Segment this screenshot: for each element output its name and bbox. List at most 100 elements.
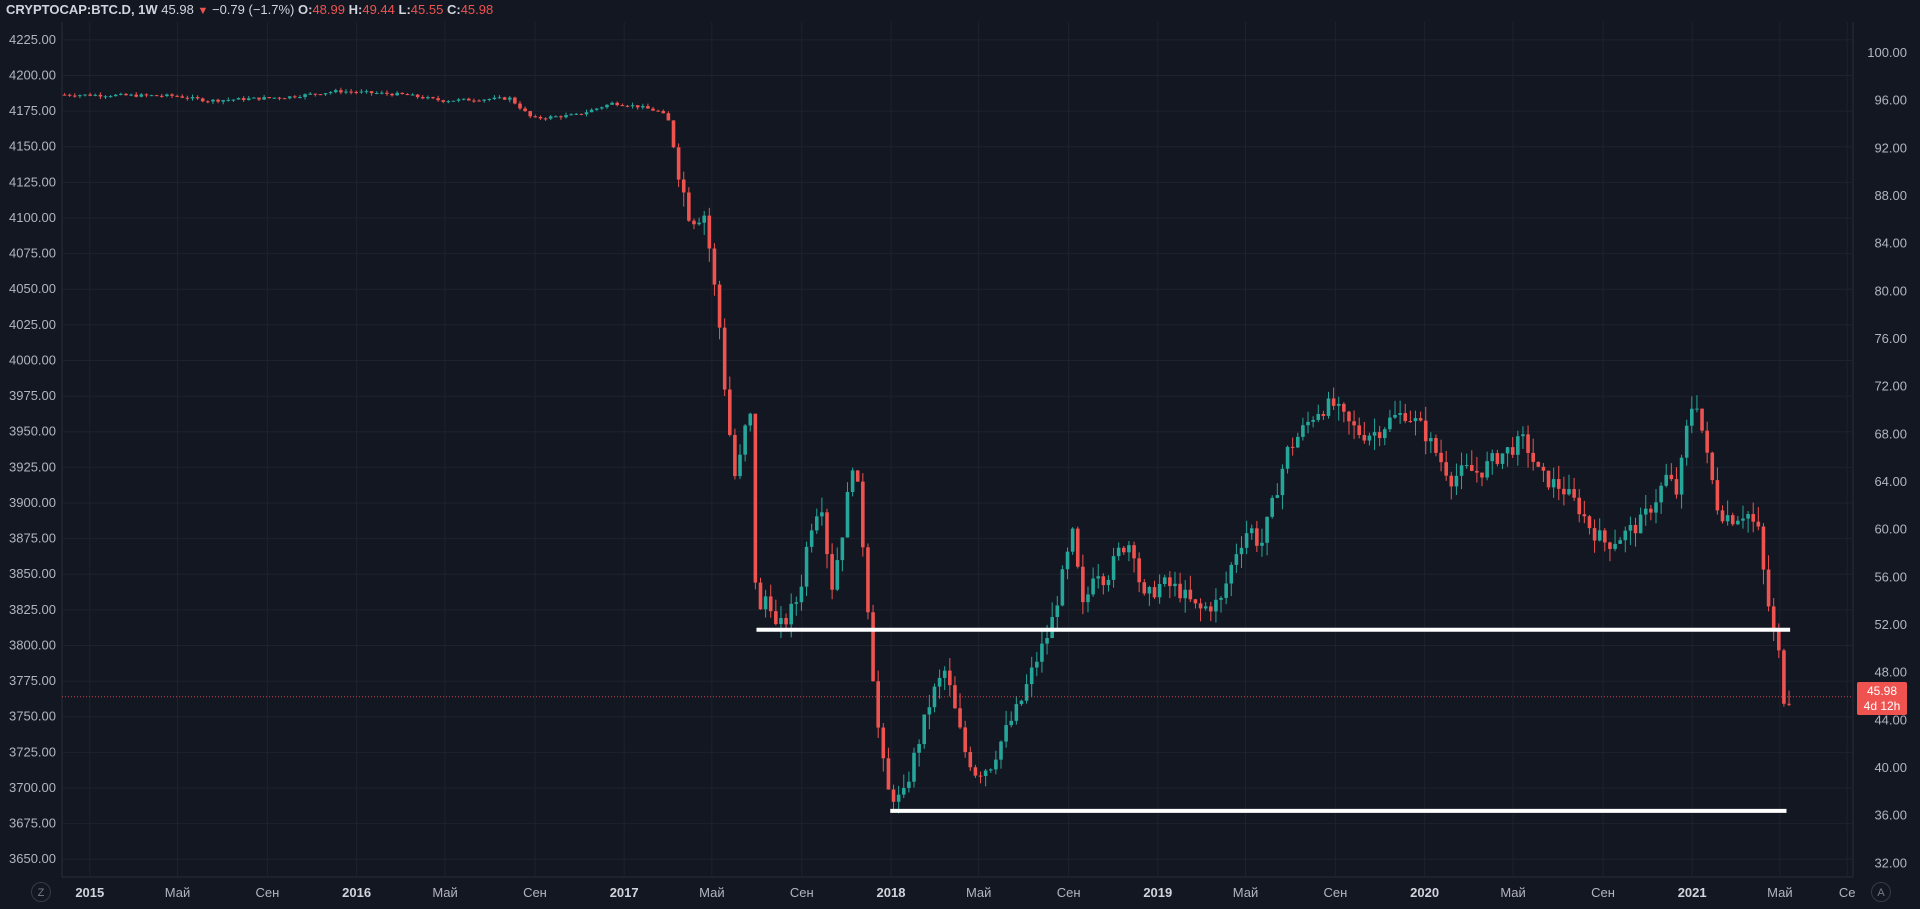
candle-body [963, 727, 967, 753]
candle-body [241, 98, 246, 101]
candle-body [1408, 421, 1413, 423]
candle-body [733, 434, 737, 477]
candle-body [1081, 566, 1085, 603]
candle-body [1173, 583, 1177, 587]
candle-body [876, 681, 880, 728]
candle-body [1418, 418, 1423, 421]
candle-body [615, 102, 620, 106]
candle-body [303, 94, 307, 98]
candle-body [681, 179, 686, 193]
candle-body [753, 413, 758, 583]
candle-body [180, 96, 185, 98]
candle-body [1669, 474, 1674, 480]
candle-body [507, 97, 512, 100]
right-tick-label: 64.00 [1874, 474, 1907, 489]
candle-body [666, 113, 671, 121]
candle-body [692, 220, 696, 225]
candle-body [1035, 661, 1039, 668]
candle-body [564, 115, 568, 118]
candle-body [1490, 453, 1495, 462]
candle-body [1700, 408, 1704, 431]
candle-body [937, 677, 942, 687]
candle-body [246, 98, 251, 101]
candle-body [1372, 432, 1377, 436]
candle-body [1521, 434, 1525, 437]
right-tick-label: 44.00 [1874, 712, 1907, 727]
candle-body [436, 98, 440, 101]
left-axis-settings-button[interactable]: Z [31, 882, 51, 902]
candle-body [671, 120, 676, 148]
candle-body [73, 95, 77, 97]
candle-body [1198, 603, 1203, 609]
candle-body [922, 714, 927, 745]
candle-body [175, 95, 179, 97]
candle-body [656, 110, 660, 112]
candle-body [912, 752, 916, 782]
candle-body [159, 95, 164, 97]
candle-body [1244, 533, 1249, 548]
candle-body [1326, 398, 1331, 416]
candle-body [917, 744, 921, 753]
right-tick-label: 72.00 [1874, 379, 1907, 394]
candle-body [1536, 461, 1541, 467]
left-tick-label: 3675.00 [9, 816, 56, 831]
candle-body [1464, 465, 1469, 467]
candle-body [211, 99, 215, 102]
candle-body [400, 92, 405, 95]
candle-body [1730, 515, 1735, 525]
time-tick-label: Сен [1324, 885, 1348, 900]
time-tick-label: Сен [790, 885, 814, 900]
candle-body [1388, 417, 1392, 430]
candle-body [267, 97, 272, 99]
candle-body [1423, 420, 1428, 442]
candle-body [554, 116, 558, 118]
candle-body [543, 118, 548, 120]
left-tick-label: 4025.00 [9, 317, 56, 332]
candle-body [349, 91, 353, 93]
time-tick-label: Май [1500, 885, 1525, 900]
candle-body [318, 94, 323, 96]
candle-body [369, 91, 374, 94]
left-tick-label: 3650.00 [9, 851, 56, 866]
candle-body [738, 454, 742, 477]
candle-body [1260, 542, 1264, 546]
candle-body [1690, 408, 1694, 426]
candle-body [866, 547, 870, 613]
candle-body [119, 93, 123, 95]
candle-body [293, 96, 297, 98]
candle-body [1178, 583, 1182, 599]
candle-body [1608, 542, 1612, 549]
candle-body [206, 101, 210, 103]
candle-body [978, 775, 983, 777]
candle-body [886, 758, 891, 790]
symbol-name: CRYPTOCAP:BTC.D, 1W [6, 2, 158, 17]
candle-body [415, 94, 420, 98]
candle-body [584, 112, 589, 115]
candle-body [1075, 528, 1080, 567]
right-tick-label: 40.00 [1874, 760, 1907, 775]
right-tick-label: 60.00 [1874, 522, 1907, 537]
candle-body [646, 106, 650, 109]
candle-body [927, 707, 932, 715]
candle-body [1413, 418, 1418, 422]
candle-body [513, 97, 517, 104]
right-tick-label: 92.00 [1874, 140, 1907, 155]
candle-body [1787, 703, 1791, 705]
candle-body [1147, 587, 1152, 594]
candle-body [1352, 421, 1356, 426]
candle-body [973, 767, 978, 776]
candle-body [1577, 497, 1582, 515]
candle-body [548, 116, 553, 119]
candle-body [1086, 594, 1090, 603]
auto-scale-button[interactable]: A [1871, 882, 1891, 902]
last-price: 45.98 [161, 2, 194, 17]
time-tick-label: Май [699, 885, 724, 900]
right-tick-label: 68.00 [1874, 426, 1907, 441]
candle-body [620, 105, 625, 107]
candle-body [610, 102, 614, 105]
candle-body [1567, 489, 1571, 495]
candle-body [451, 100, 456, 102]
candle-body [328, 92, 333, 94]
